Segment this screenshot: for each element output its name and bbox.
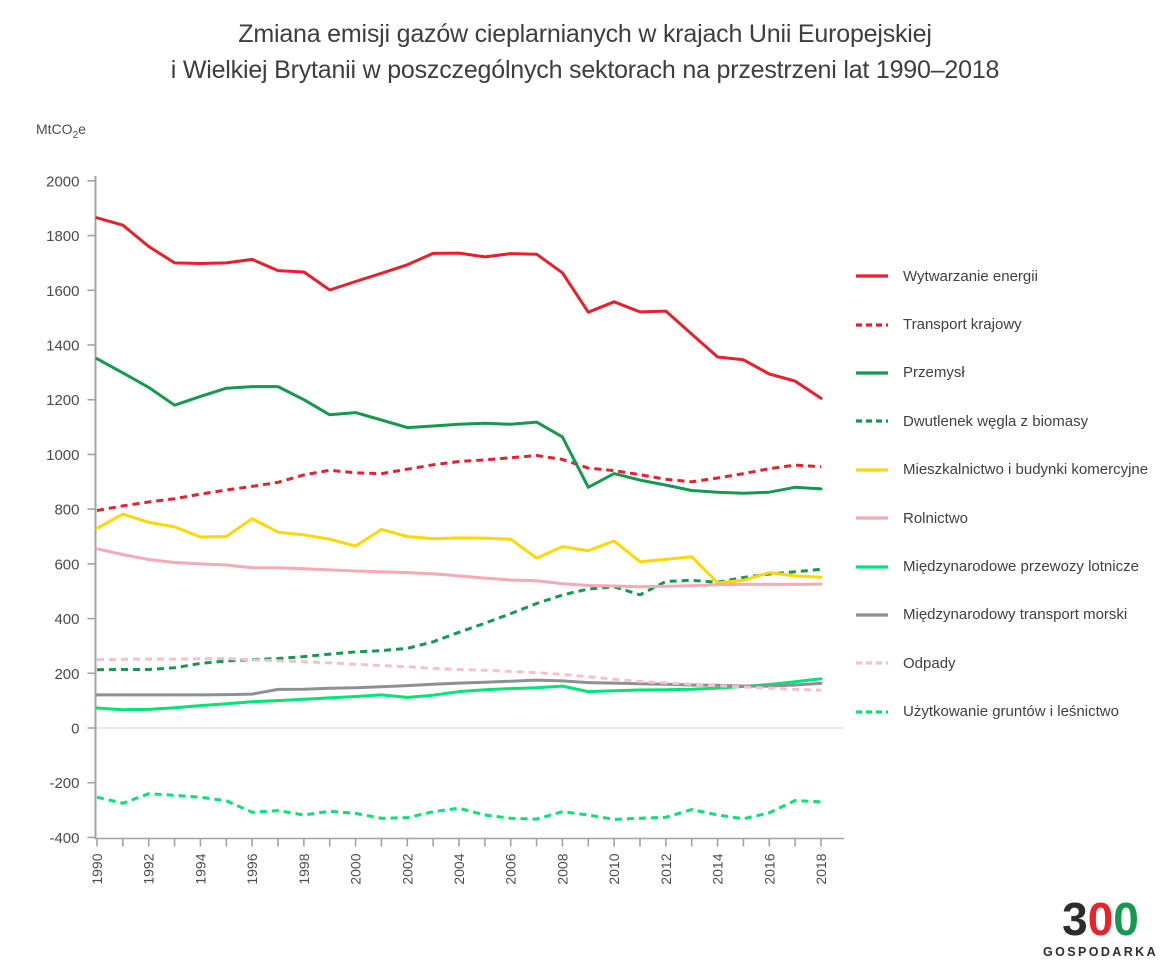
x-tick-label: 2012 [658,853,674,884]
legend-label: Transport krajowy [903,316,1022,334]
logo-300gospodarka: 300 GOSPODARKA [1043,896,1158,959]
x-tick-label: 2014 [710,853,726,884]
legend-label: Międzynarodowy transport morski [903,606,1128,624]
legend-item-mieszkalnictwo-i-budynki-komercyjne: Mieszkalnictwo i budynki komercyjne [856,446,1166,494]
legend-item-rolnictwo: Rolnictwo [856,494,1166,542]
logo-digit-1: 0 [1087,893,1114,945]
legend-item-wytwarzanie-energii: Wytwarzanie energii [856,252,1166,300]
logo-digit-0: 3 [1062,893,1088,945]
legend-swatch-transport-krajowy [856,322,888,327]
legend-item-dwutlenek-wegla-z-biomasy: Dwutlenek węgla z biomasy [856,397,1166,445]
y-tick-label: 1200 [46,392,79,409]
axes: 2000180016001400120010008006004002000-20… [46,173,844,885]
legend-swatch-miedzynarodowe-przewozy-lotnicze [856,564,888,569]
legend-label: Dwutlenek węgla z biomasy [903,412,1089,430]
legend-swatch-uzytkowanie-gruntow-i-lesnictwo [856,710,888,714]
x-tick-label: 1996 [244,853,260,884]
y-tick-label: 800 [54,502,79,519]
series-line-miedzynarodowe-przewozy-lotnicze [95,677,823,712]
y-tick-label: 1400 [46,338,79,355]
y-axis-unit-main: MtCO [36,121,73,137]
legend-label: Wytwarzanie energii [903,267,1038,285]
legend-item-uzytkowanie-gruntow-i-lesnictwo: Użytkowanie gruntów i leśnictwo [856,688,1166,736]
x-tick-label: 2002 [399,853,415,884]
legend-item-przemysl: Przemysł [856,349,1166,397]
legend-label: Odpady [903,654,956,672]
y-tick-label: 400 [54,611,79,628]
legend-swatch-wytwarzanie-energii [856,274,888,278]
chart-title-line1: Zmiana emisji gazów cieplarnianych w kra… [238,20,932,48]
y-tick-label: -400 [49,830,79,847]
x-tick-label: 2006 [503,853,519,884]
legend-item-transport-krajowy: Transport krajowy [856,300,1166,348]
x-tick-label: 1992 [141,853,157,884]
x-tick-label: 2004 [451,853,467,884]
legend-swatch-dwutlenek-wegla-z-biomasy [856,419,888,423]
x-tick-label: 1994 [192,853,208,884]
legend-label: Rolnictwo [903,509,969,527]
x-tick-label: 2000 [348,853,364,884]
series-line-transport-krajowy [96,454,822,512]
y-tick-label: -200 [49,775,79,792]
legend-label: Przemysł [903,364,965,382]
x-tick-label: 2008 [554,853,570,884]
series-line-mieszkalnictwo-i-budynki-komercyjne [95,512,823,585]
y-tick-label: 600 [54,556,79,573]
legend-item-miedzynarodowe-przewozy-lotnicze: Międzynarodowe przewozy lotnicze [856,542,1166,590]
x-tick-label: 2018 [813,853,829,884]
legend-swatch-mieszkalnictwo-i-budynki-komercyjne [856,468,888,472]
x-tick-label: 1990 [89,853,105,884]
series-line-dwutlenek-wegla-z-biomasy [96,567,822,672]
x-tick-label: 2016 [761,853,777,884]
legend-label: Mieszkalnictwo i budynki komercyjne [903,461,1149,479]
series-line-uzytkowanie-gruntow-i-lesnictwo [96,792,822,821]
y-tick-label: 1000 [46,447,79,464]
y-tick-label: 1800 [46,228,79,245]
legend-swatch-odpady [856,661,888,665]
y-axis-unit-tail: e [78,121,86,137]
y-axis-unit-label: MtCO2e [36,121,86,141]
y-tick-label: 0 [71,721,79,738]
x-tick-label: 1998 [296,853,312,884]
legend-label: Międzynarodowe przewozy lotnicze [903,558,1139,576]
chart-title: Zmiana emisji gazów cieplarnianych w kra… [0,16,1170,88]
series-line-wytwarzanie-energii [95,216,823,400]
logo-digit-2: 0 [1113,893,1139,945]
logo-subtext: GOSPODARKA [1043,945,1158,959]
x-tick-label: 2010 [606,853,622,884]
legend-swatch-miedzynarodowy-transport-morski [856,613,888,617]
y-tick-label: 1600 [46,283,79,300]
y-tick-label: 2000 [46,173,79,190]
series-line-przemysl [95,357,823,495]
logo-digits-300: 300 [1043,896,1158,942]
legend-label: Użytkowanie gruntów i leśnictwo [903,703,1119,721]
chart-title-line2: i Wielkiej Brytanii w poszczególnych sek… [170,56,1000,84]
series-line-odpady [96,657,822,692]
legend-swatch-przemysl [856,371,888,375]
series-line-rolnictwo [95,547,823,589]
y-tick-label: 200 [54,666,79,683]
chart-legend: Wytwarzanie energii Transport krajowy Prze… [856,252,1166,736]
legend-item-odpady: Odpady [856,639,1166,687]
y-axis-unit-sub: 2 [72,129,79,141]
legend-swatch-rolnictwo [856,516,888,520]
legend-item-miedzynarodowy-transport-morski: Międzynarodowy transport morski [856,591,1166,639]
